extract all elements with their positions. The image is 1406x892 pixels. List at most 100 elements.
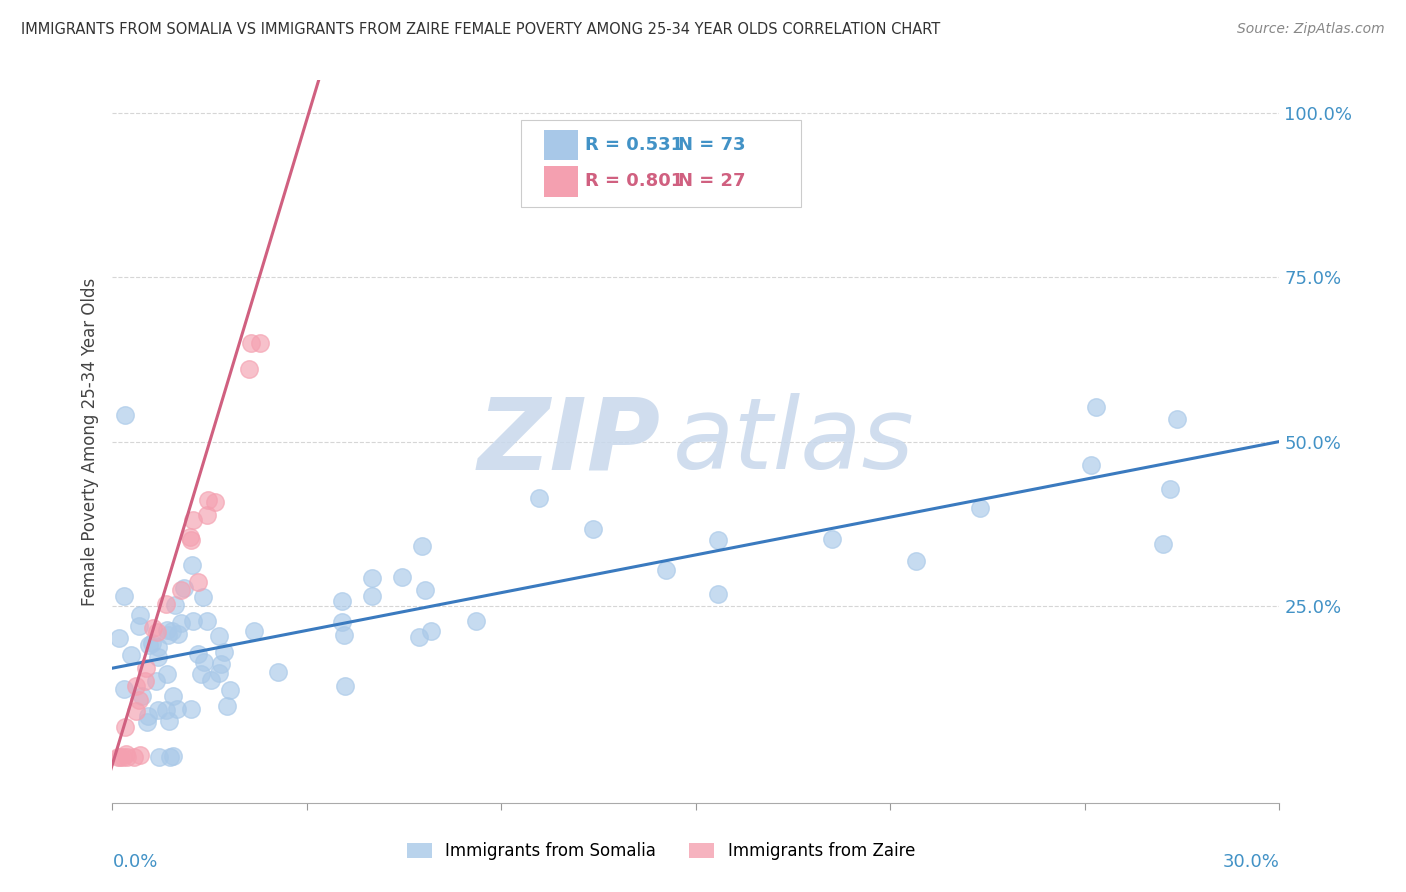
Point bbox=[360, 589, 382, 603]
Point bbox=[361, 571, 384, 585]
Point bbox=[190, 667, 212, 681]
Point bbox=[120, 648, 142, 663]
Point bbox=[167, 627, 190, 641]
Point bbox=[138, 638, 160, 652]
Point bbox=[179, 530, 201, 544]
Point bbox=[114, 409, 136, 423]
Point bbox=[124, 704, 146, 718]
Point bbox=[155, 597, 177, 611]
Point bbox=[191, 591, 214, 605]
Point bbox=[187, 647, 209, 661]
Text: 30.0%: 30.0% bbox=[1223, 854, 1279, 871]
Point bbox=[706, 533, 728, 547]
Point bbox=[148, 703, 170, 717]
Point bbox=[114, 720, 136, 734]
Point bbox=[180, 533, 202, 548]
FancyBboxPatch shape bbox=[544, 166, 578, 196]
Point bbox=[1159, 482, 1181, 496]
Point bbox=[134, 673, 156, 688]
Point bbox=[145, 624, 167, 639]
Point bbox=[1166, 412, 1188, 426]
Point bbox=[111, 749, 134, 764]
Point bbox=[1080, 458, 1102, 472]
Point bbox=[408, 630, 430, 644]
Text: Source: ZipAtlas.com: Source: ZipAtlas.com bbox=[1237, 22, 1385, 37]
Point bbox=[197, 493, 219, 508]
Point bbox=[195, 508, 218, 522]
Point bbox=[157, 628, 180, 642]
Point bbox=[180, 702, 202, 716]
Point bbox=[114, 682, 136, 697]
Point bbox=[187, 574, 209, 589]
Point bbox=[134, 660, 156, 674]
Point bbox=[212, 645, 235, 659]
Point bbox=[145, 673, 167, 688]
Point bbox=[160, 624, 183, 638]
Point bbox=[159, 749, 181, 764]
Point bbox=[155, 703, 177, 717]
Point bbox=[333, 628, 356, 642]
Point bbox=[821, 532, 844, 546]
Legend: Immigrants from Somalia, Immigrants from Zaire: Immigrants from Somalia, Immigrants from… bbox=[401, 836, 922, 867]
Point bbox=[142, 621, 165, 635]
Point bbox=[115, 749, 138, 764]
Point bbox=[969, 501, 991, 516]
Point bbox=[204, 495, 226, 509]
Point bbox=[156, 666, 179, 681]
Point bbox=[165, 598, 187, 612]
Point bbox=[128, 619, 150, 633]
Text: 0.0%: 0.0% bbox=[112, 854, 157, 871]
Point bbox=[240, 336, 263, 351]
Point bbox=[181, 615, 204, 629]
Text: N = 27: N = 27 bbox=[679, 172, 747, 190]
Text: atlas: atlas bbox=[672, 393, 914, 490]
Point bbox=[108, 631, 131, 645]
Point bbox=[115, 747, 138, 761]
Point bbox=[218, 683, 240, 698]
Point bbox=[146, 649, 169, 664]
Point bbox=[330, 594, 353, 608]
Point bbox=[1084, 400, 1107, 414]
Point bbox=[209, 657, 232, 672]
Point bbox=[195, 614, 218, 628]
Point bbox=[157, 714, 180, 728]
Point bbox=[128, 692, 150, 706]
Point bbox=[200, 673, 222, 687]
Point bbox=[135, 715, 157, 730]
Point bbox=[166, 702, 188, 716]
Point bbox=[238, 361, 260, 376]
Point bbox=[208, 629, 231, 643]
Point bbox=[391, 570, 413, 584]
Point bbox=[267, 665, 290, 679]
Point bbox=[465, 615, 488, 629]
Point bbox=[413, 582, 436, 597]
Point bbox=[129, 607, 152, 622]
Point bbox=[170, 583, 193, 598]
Text: IMMIGRANTS FROM SOMALIA VS IMMIGRANTS FROM ZAIRE FEMALE POVERTY AMONG 25-34 YEAR: IMMIGRANTS FROM SOMALIA VS IMMIGRANTS FR… bbox=[21, 22, 941, 37]
Point bbox=[107, 749, 129, 764]
Text: ZIP: ZIP bbox=[478, 393, 661, 490]
Point bbox=[208, 665, 231, 680]
Point bbox=[215, 698, 238, 713]
Point bbox=[1152, 536, 1174, 550]
Point bbox=[170, 615, 193, 630]
Point bbox=[131, 690, 153, 704]
Point bbox=[193, 655, 215, 669]
Point bbox=[527, 491, 550, 505]
Text: N = 73: N = 73 bbox=[679, 136, 747, 154]
Point bbox=[243, 624, 266, 638]
Point bbox=[148, 749, 170, 764]
Point bbox=[330, 615, 353, 629]
Point bbox=[162, 689, 184, 703]
Point bbox=[146, 640, 169, 654]
Point bbox=[706, 587, 728, 601]
FancyBboxPatch shape bbox=[544, 130, 578, 161]
Point bbox=[141, 636, 163, 650]
Point bbox=[411, 539, 433, 553]
Point bbox=[122, 749, 145, 764]
Point bbox=[335, 679, 357, 693]
Point bbox=[162, 749, 184, 764]
Point bbox=[128, 747, 150, 762]
Point bbox=[249, 336, 271, 351]
Point bbox=[180, 558, 202, 572]
